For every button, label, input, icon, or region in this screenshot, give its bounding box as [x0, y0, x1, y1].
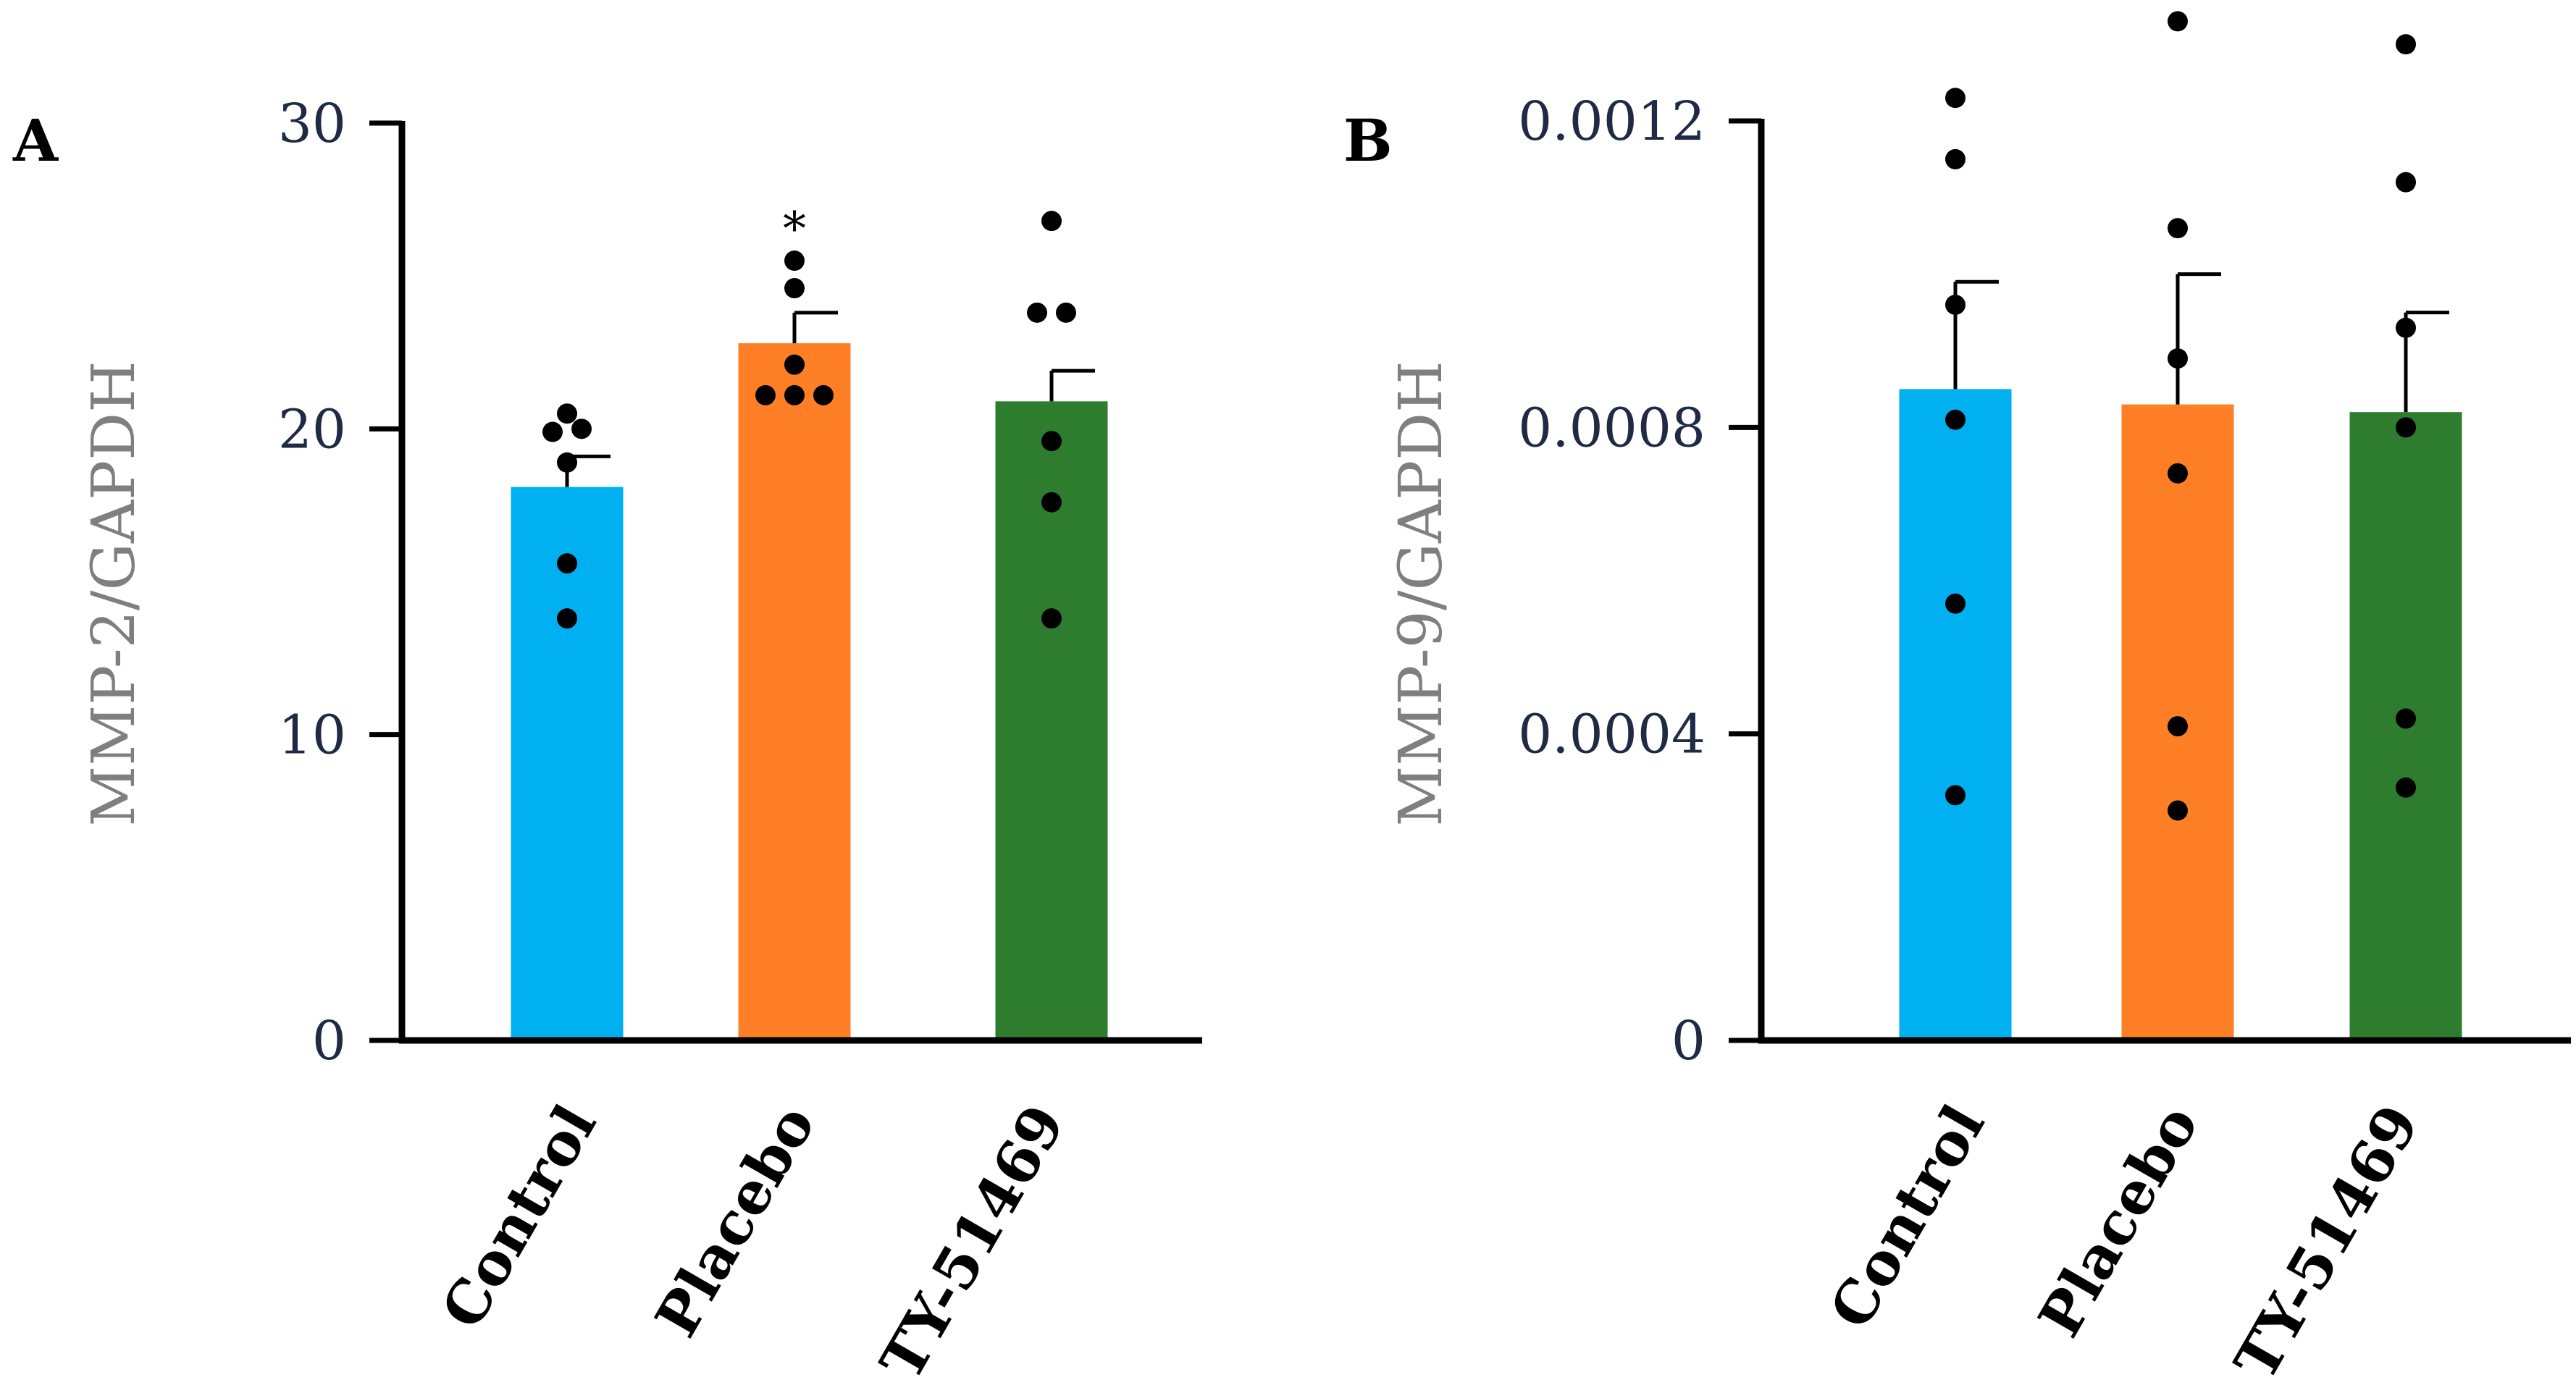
- data-point-placebo: [784, 354, 805, 375]
- data-point-placebo: [2168, 716, 2188, 737]
- data-point-ty-51469: [1056, 302, 1076, 323]
- panel-a: A * 0 10 20 30 MMP-2/GAPDH Control Placebo TY-514…: [12, 93, 1202, 1391]
- y-axis-title: MMP-9/GAPDH: [1387, 361, 1456, 826]
- bar-placebo: [738, 343, 851, 1041]
- data-point-control: [1945, 295, 1965, 315]
- data-point-placebo: [2168, 800, 2188, 821]
- y-tick-label-3: 0.0012: [1518, 91, 1706, 153]
- x-tick-label-ty-51469: TY-51469: [867, 1094, 1078, 1392]
- data-point-control: [557, 403, 577, 424]
- data-point-control: [1945, 409, 1965, 430]
- data-point-ty-51469: [1041, 431, 1062, 452]
- x-tick-label-ty-51469: TY-51469: [2221, 1094, 2432, 1392]
- data-point-ty-51469: [2396, 172, 2416, 193]
- data-point-placebo: [784, 278, 805, 299]
- y-tick-label-3: 30: [278, 93, 346, 155]
- data-point-ty-51469: [1027, 302, 1047, 323]
- data-point-ty-51469: [2396, 708, 2416, 729]
- x-tick-label-control: Control: [1816, 1094, 1997, 1340]
- data-point-ty-51469: [1041, 492, 1062, 513]
- data-point-placebo: [784, 384, 805, 405]
- data-point-control: [1945, 88, 1965, 109]
- x-tick-label-placebo: Placebo: [642, 1094, 828, 1348]
- data-point-control: [1945, 785, 1965, 806]
- data-point-control: [542, 421, 563, 442]
- y-tick-label-2: 20: [278, 398, 346, 460]
- data-point-ty-51469: [2396, 777, 2416, 798]
- data-point-placebo: [2168, 463, 2188, 484]
- bar-control: [1899, 389, 2012, 1040]
- x-tick-label-control: Control: [428, 1094, 609, 1340]
- data-point-control: [1945, 148, 1965, 169]
- data-point-control: [557, 553, 577, 574]
- y-tick-label-0: 0: [312, 1010, 346, 1072]
- significance-marker: *: [783, 203, 806, 256]
- data-point-placebo: [2168, 11, 2188, 32]
- data-point-control: [1945, 593, 1965, 614]
- data-point-control: [557, 608, 577, 629]
- data-point-ty-51469: [2396, 34, 2416, 55]
- y-tick-label-2: 0.0008: [1518, 397, 1706, 459]
- data-point-ty-51469: [1041, 211, 1062, 232]
- data-point-control: [557, 452, 577, 473]
- data-point-control: [571, 418, 592, 439]
- y-tick-label-1: 0.0004: [1518, 704, 1706, 766]
- data-point-ty-51469: [1041, 608, 1062, 629]
- y-axis-title: MMP-2/GAPDH: [80, 361, 148, 826]
- panel-label-b: B: [1343, 106, 1393, 174]
- data-point-placebo: [755, 384, 776, 405]
- data-point-ty-51469: [2396, 417, 2416, 438]
- y-tick-label-0: 0: [1671, 1010, 1706, 1072]
- data-point-placebo: [784, 251, 805, 272]
- data-point-placebo: [2168, 348, 2188, 369]
- bar-control: [511, 487, 624, 1040]
- y-tick-label-1: 10: [278, 704, 346, 767]
- data-point-placebo: [2168, 218, 2188, 239]
- data-point-ty-51469: [2396, 317, 2416, 338]
- panel-label-a: A: [12, 106, 59, 174]
- panel-b: B 0 0.0004 0.0008 0.0012 MMP-9/GAPDH Control Pl…: [1343, 11, 2571, 1391]
- data-point-placebo: [813, 384, 834, 405]
- x-tick-label-placebo: Placebo: [2025, 1094, 2211, 1348]
